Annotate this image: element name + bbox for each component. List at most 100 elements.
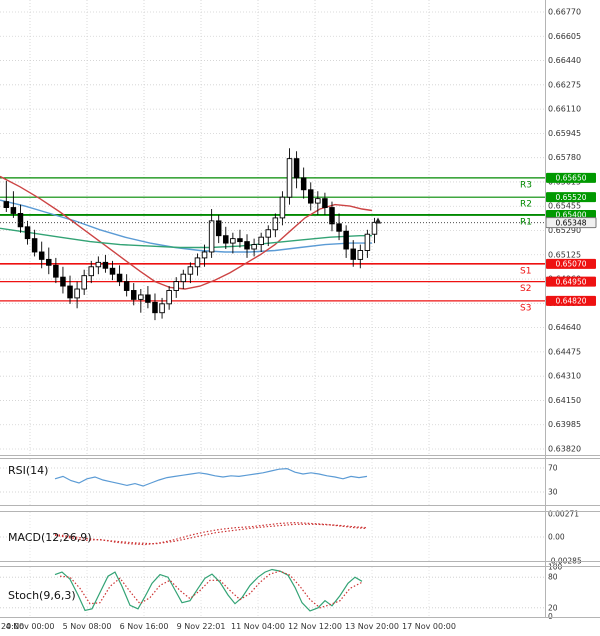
candle (123, 281, 130, 291)
macd-line (54, 521, 368, 546)
candle (251, 244, 257, 250)
time-axis-label: 4 Nov 00:00 (6, 622, 55, 631)
resistance-tag-R2 (546, 192, 596, 203)
price-axis-tick: 0.65780 (548, 153, 581, 162)
support-label-S1: S1 (520, 266, 531, 276)
candle (350, 248, 356, 260)
candle (81, 275, 87, 290)
candle (279, 196, 286, 219)
candle (272, 217, 279, 231)
candle (53, 264, 59, 278)
candle (46, 258, 52, 266)
price-axis-tick: 0.66275 (548, 80, 581, 89)
ma-green (0, 227, 372, 249)
price-axis-tick: 0.63820 (548, 445, 581, 454)
candle (293, 158, 300, 179)
price-axis-tick: 0.63985 (548, 420, 581, 429)
current-price-tag-text: 0.65348 (555, 218, 586, 227)
candle (307, 189, 314, 204)
resistance-tag-R3 (546, 172, 596, 183)
time-axis-label: 17 Nov 00:00 (402, 622, 456, 631)
candle (300, 177, 307, 191)
stoch-panel-tick: 0 (548, 612, 553, 621)
stoch-panel-tick: 80 (548, 573, 558, 582)
resistance-label-R3: R3 (520, 180, 532, 190)
support-label-S3: S3 (520, 303, 531, 313)
price-axis-tick: 0.65125 (548, 250, 581, 259)
candle (159, 303, 165, 314)
price-axis-tick: 0.64475 (548, 347, 581, 356)
candle (24, 226, 31, 240)
price-axis-tick: 0.65290 (548, 226, 581, 235)
resistance-tag-R1-text: 0.65400 (555, 211, 586, 220)
stoch-panel-label: Stoch(9,6,3) (8, 589, 76, 602)
stoch-k-line (54, 568, 363, 612)
candle (315, 198, 321, 204)
candle (88, 266, 95, 277)
candle (74, 288, 80, 299)
time-axis-label: 6 Nov 16:00 (120, 622, 169, 631)
price-axis-tick: 0.66605 (548, 32, 581, 41)
candle (102, 261, 109, 269)
current-price-marker: 0.65348 (0, 217, 597, 229)
price-axis-tick: 0.66770 (548, 8, 581, 17)
resistance-label-R2: R2 (520, 200, 532, 210)
candle (138, 294, 144, 300)
support-tag-S3-text: 0.64820 (555, 297, 586, 306)
candle (286, 158, 293, 198)
time-axis: 20:004 Nov 00:00 5 Nov 08:00 6 Nov 16:00 9 … (1, 622, 456, 631)
candle (145, 294, 151, 303)
candle (152, 301, 158, 314)
candle (201, 251, 208, 259)
resistance-tag-R2-text: 0.65520 (555, 193, 586, 202)
price-axis-tick: 0.66110 (548, 105, 581, 114)
candle (38, 251, 45, 260)
price-axis-tick: 0.64310 (548, 372, 581, 381)
signal-line (54, 523, 368, 545)
stoch-d-line (59, 570, 363, 609)
candle (230, 238, 236, 244)
resistance-tag-R3-text: 0.65650 (555, 174, 586, 183)
support-tag-S1-text: 0.65070 (555, 260, 586, 269)
candle (371, 221, 378, 235)
candle (258, 236, 264, 246)
candle (31, 238, 38, 253)
pivot-levels: R30.65650R20.65520R10.65400S10.65070S20.… (0, 172, 596, 313)
time-axis-label: 9 Nov 22:01 (177, 622, 226, 631)
stoch-panel-tick: 20 (548, 603, 558, 612)
rsi-panel[interactable]: 70 30 (0, 464, 558, 497)
price-axis-tick: 0.64150 (548, 396, 581, 405)
support-tag-S2 (546, 276, 596, 287)
rsi-line (54, 467, 368, 487)
price-axis-tick: 0.64640 (548, 323, 581, 332)
ma-blue (0, 199, 372, 253)
support-tag-S2-text: 0.64950 (555, 277, 586, 286)
moving-averages (0, 175, 373, 290)
candle (208, 220, 215, 253)
candle (173, 281, 179, 291)
candle (329, 207, 335, 225)
time-axis-label: 20:00 (1, 622, 24, 631)
macd-panel-tick: 0.00271 (548, 510, 579, 519)
price-grid: 0.66770 0.66605 0.66440 0.66275 0.66110 0.659… (0, 0, 581, 617)
support-tag-S3 (546, 295, 596, 306)
candle (357, 250, 364, 260)
panel-separators (0, 0, 600, 618)
candle (364, 233, 371, 251)
time-axis-label: 13 Nov 20:00 (345, 622, 399, 631)
current-price-arrow (374, 217, 382, 224)
candle (194, 257, 201, 268)
candlesticks[interactable] (3, 148, 378, 321)
candle (187, 266, 194, 275)
candle (223, 235, 229, 244)
candle (343, 230, 349, 250)
candle (10, 207, 17, 214)
candle (109, 267, 116, 275)
candle (17, 213, 24, 228)
candle (237, 238, 243, 243)
candle (116, 273, 123, 283)
candle (336, 223, 342, 232)
